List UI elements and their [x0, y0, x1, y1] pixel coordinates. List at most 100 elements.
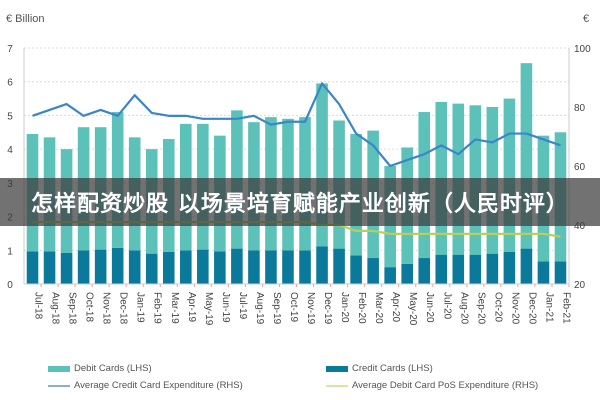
credit-cards-bar	[265, 250, 277, 284]
x-tick-label: Feb-20	[356, 292, 367, 324]
avg-credit-swatch	[48, 384, 70, 387]
credit-cards-bar	[299, 250, 311, 284]
debit-cards-bar	[316, 83, 328, 247]
x-tick-label: Aug-19	[254, 292, 265, 325]
left-tick-label: 5	[7, 111, 13, 122]
right-tick-label: 80	[574, 103, 586, 114]
credit-cards-swatch	[326, 365, 348, 372]
debit-cards-bar	[503, 98, 516, 252]
x-tick-label: Jul-20	[441, 292, 452, 320]
legend-label-debit-cards: Debit Cards (LHS)	[74, 363, 152, 374]
x-tick-label: Sep-20	[475, 292, 486, 325]
credit-cards-bar	[180, 250, 192, 284]
debit-cards-swatch	[48, 365, 70, 372]
x-tick-label: Mar-20	[373, 292, 384, 324]
x-tick-label: Mar-19	[169, 292, 180, 324]
left-axis-ticks: 01234567	[7, 44, 13, 291]
legend-label-avg-debit: Average Debit Card PoS Expenditure (RHS)	[352, 380, 539, 391]
right-tick-label: 100	[574, 44, 591, 55]
x-tick-label: Jan-21	[543, 292, 554, 323]
overlay-banner-text: 怎样配资炒股 以场景培育赋能产业创新（人民时评）	[31, 192, 569, 217]
x-axis-labels: Jul-18 Aug-18 Sep-18 Oct-18 Nov-18 Dec-18 Jan-…	[33, 292, 572, 326]
legend-item-debit-cards: Debit Cards (LHS)	[48, 363, 152, 374]
x-tick-label: Dec-18	[118, 292, 129, 325]
credit-cards-bar	[503, 251, 516, 284]
x-tick-label: Oct-19	[288, 292, 299, 322]
credit-cards-bar	[43, 251, 56, 284]
right-axis-unit: €	[583, 13, 589, 25]
x-tick-label: Apr-19	[186, 292, 197, 322]
credit-cards-bar	[128, 250, 141, 284]
x-tick-label: Jul-18	[33, 292, 44, 320]
credit-cards-bar	[94, 249, 107, 284]
credit-cards-bar	[367, 258, 379, 284]
right-tick-label: 20	[574, 280, 586, 291]
x-tick-label: Oct-20	[492, 292, 503, 322]
credit-cards-bar	[520, 248, 533, 284]
credit-cards-bar	[554, 261, 567, 284]
x-tick-label: Aug-20	[458, 292, 469, 325]
left-tick-label: 7	[7, 44, 13, 55]
bar-series	[26, 63, 570, 287]
left-tick-label: 0	[7, 280, 13, 291]
x-tick-label: Jan-20	[339, 292, 350, 323]
x-tick-label: Dec-19	[322, 292, 333, 325]
x-tick-label: Nov-18	[101, 292, 112, 325]
left-tick-label: 1	[7, 246, 13, 257]
x-tick-label: Sep-18	[67, 292, 78, 325]
credit-cards-bar	[60, 252, 73, 284]
left-tick-label: 4	[7, 145, 13, 156]
x-tick-label: Jun-19	[220, 292, 231, 323]
x-tick-label: Sep-19	[271, 292, 282, 325]
credit-cards-bar	[282, 250, 294, 284]
legend-item-avg-debit: Average Debit Card PoS Expenditure (RHS)	[326, 380, 538, 391]
legend-item-avg-credit: Average Credit Card Expenditure (RHS)	[48, 380, 243, 391]
x-tick-label: Feb-21	[560, 292, 571, 324]
x-tick-label: Feb-19	[152, 292, 163, 324]
credit-cards-bar	[145, 253, 158, 284]
x-tick-label: Nov-19	[305, 292, 316, 325]
credit-cards-bar	[537, 261, 550, 284]
right-tick-label: 40	[574, 221, 586, 232]
chart-legend: Debit Cards (LHS) Average Credit Card Ex…	[0, 355, 600, 400]
legend-item-credit-cards: Credit Cards (LHS)	[326, 363, 433, 374]
x-tick-label: Jan-19	[135, 292, 146, 323]
credit-cards-bar	[384, 267, 396, 284]
x-tick-label: Jun-20	[424, 292, 435, 323]
credit-cards-bar	[418, 258, 431, 284]
credit-cards-bar	[350, 255, 362, 284]
credit-cards-bar	[248, 250, 260, 284]
credit-cards-bar	[316, 246, 328, 284]
credit-cards-bar	[469, 254, 482, 284]
legend-label-credit-cards: Credit Cards (LHS)	[352, 363, 433, 374]
x-tick-label: Dec-20	[526, 292, 537, 325]
credit-cards-bar	[214, 251, 226, 284]
right-tick-label: 60	[574, 162, 586, 173]
overlay-banner: 怎样配资炒股 以场景培育赋能产业创新（人民时评）	[0, 178, 600, 226]
credit-cards-bar	[435, 254, 448, 284]
debit-cards-bar	[520, 63, 533, 249]
left-tick-label: 6	[7, 78, 13, 89]
x-tick-label: Jul-19	[237, 292, 248, 320]
x-tick-label: Apr-20	[390, 292, 401, 322]
x-tick-label: Nov-20	[509, 292, 520, 325]
credit-cards-bar	[197, 249, 209, 284]
credit-cards-bar	[486, 253, 499, 284]
right-axis-ticks: 20 40 60 80 100	[574, 44, 591, 291]
x-tick-label: Oct-18	[84, 292, 95, 322]
x-tick-label: Aug-18	[50, 292, 61, 325]
credit-cards-bar	[111, 247, 124, 284]
credit-cards-bar	[162, 251, 175, 284]
left-axis-unit: € Billion	[6, 13, 45, 25]
credit-cards-bar	[333, 248, 345, 284]
avg-debit-swatch	[326, 384, 348, 387]
credit-cards-bar	[231, 248, 243, 284]
credit-cards-bar	[26, 251, 39, 284]
credit-cards-bar	[77, 250, 90, 284]
x-tick-label: May-20	[407, 292, 418, 326]
legend-label-avg-credit: Average Credit Card Expenditure (RHS)	[74, 380, 243, 391]
avg-credit-expenditure-line	[32, 82, 561, 168]
x-tick-label: May-19	[203, 292, 214, 326]
credit-cards-bar	[401, 263, 413, 284]
credit-cards-bar	[452, 254, 465, 284]
